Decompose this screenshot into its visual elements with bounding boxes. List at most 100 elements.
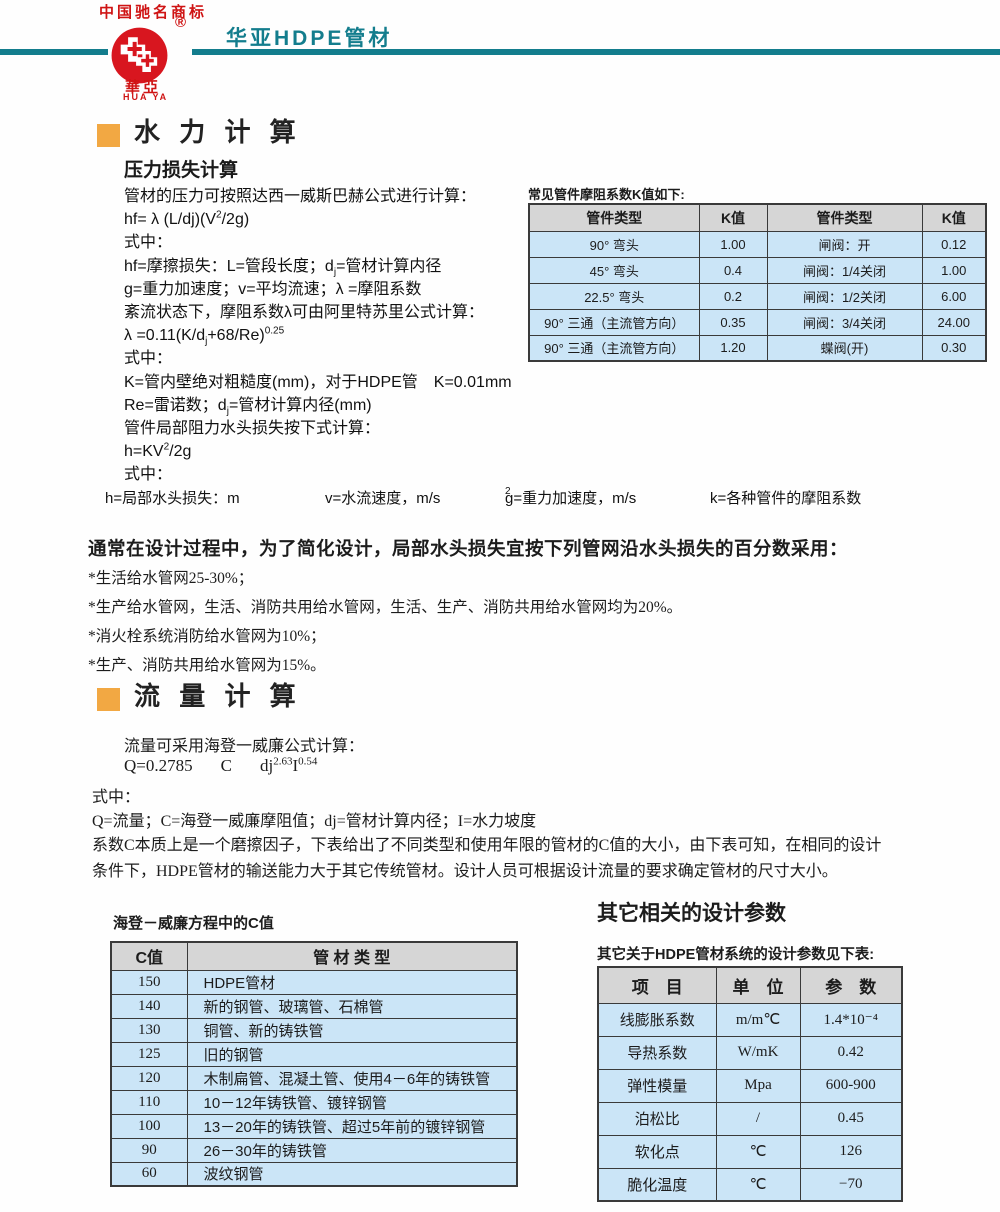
table-row: 线膨胀系数 m/m℃ 1.4*10⁻⁴ xyxy=(597,1002,903,1037)
legend-v: v=水流速度，m/s xyxy=(325,490,441,507)
table-cell: 10－12年铸铁管、镀锌钢管 xyxy=(186,1089,518,1115)
table-cell: 110 xyxy=(110,1089,188,1115)
formula-darcy: hf= λ (L/dj)(V2/2g) xyxy=(124,209,250,229)
text-line: 紊流状态下，摩阻系数λ可由阿里特苏里公式计算： xyxy=(124,304,485,322)
table-cell: 90 xyxy=(110,1137,188,1163)
table-row: 130 铜管、新的铸铁管 xyxy=(110,1017,518,1043)
text-line: 流量可采用海登一威廉公式计算： xyxy=(124,738,365,755)
table-row: 90° 弯头 1.00 闸阀：开 0.12 xyxy=(528,230,987,258)
table-cell: 泊松比 xyxy=(597,1101,717,1136)
table-cell: 闸阀：3/4关闭 xyxy=(766,308,923,336)
table-cell: 45° 弯头 xyxy=(528,256,700,284)
table-cell: 6.00 xyxy=(921,282,987,310)
table-cell: 120 xyxy=(110,1065,188,1091)
table-row: 导热系数 W/mK 0.42 xyxy=(597,1035,903,1070)
table-row: 90 26－30年的铸铁管 xyxy=(110,1137,518,1163)
section-bullet-icon xyxy=(97,124,120,147)
table-row: 60 波纹钢管 xyxy=(110,1161,518,1187)
brand-name-cn: 華亞 xyxy=(125,79,162,96)
legend-k: k=各种管件的摩阻系数 xyxy=(710,490,862,507)
variables-legend-line: h=局部水头损失：m v=水流速度，m/s g=重力加速度，m/s 2 k=各种管… xyxy=(105,486,1000,508)
page-title: 华亚HDPE管材 xyxy=(226,27,393,50)
text-line: 管件局部阻力水头损失按下式计算： xyxy=(124,420,381,438)
table-cell: 130 xyxy=(110,1017,188,1043)
table-header-row: 项 目 单 位 参 数 xyxy=(597,966,903,1004)
design-params-table: 项 目 单 位 参 数 线膨胀系数 m/m℃ 1.4*10⁻⁴ 导热系数 W/mK 0.4… xyxy=(597,966,903,1202)
table-cell: 24.00 xyxy=(921,308,987,336)
table-cell: 90° 弯头 xyxy=(528,230,700,258)
bullet-line: *生产、消防共用给水管网为15%。 xyxy=(88,657,326,674)
text-line: 式中： xyxy=(124,350,173,368)
table-cell: W/mK xyxy=(715,1035,801,1070)
table-row: 软化点 ℃ 126 xyxy=(597,1134,903,1169)
text-line: K=管内壁绝对粗糙度(mm)，对于HDPE管 K=0.01mm xyxy=(124,373,512,391)
bullet-line: *消火栓系统消防给水管网为10%； xyxy=(88,628,326,645)
header-rule-left xyxy=(0,49,108,55)
ktable-caption: 常见管件摩阻系数K值如下: xyxy=(528,187,685,202)
table-header-row: 管件类型 K值 管件类型 K值 xyxy=(528,203,987,232)
table-row: 125 旧的钢管 xyxy=(110,1041,518,1067)
table-cell: ℃ xyxy=(715,1167,801,1202)
table-cell: 26－30年的铸铁管 xyxy=(186,1137,518,1163)
formula-local-loss: h=KV2/2g xyxy=(124,441,192,461)
table-cell: 0.12 xyxy=(921,230,987,258)
column-header: 单 位 xyxy=(715,966,801,1004)
table-row: 脆化温度 ℃ −70 xyxy=(597,1167,903,1202)
brand-name-en: HUA YA xyxy=(123,92,169,102)
text-line: hf=摩擦损失：L=管段长度；dj=管材计算内径 xyxy=(124,257,442,278)
table-cell: 线膨胀系数 xyxy=(597,1002,717,1037)
text-line: Q=流量；C=海登一威廉摩阻值；dj=管材计算内径；I=水力坡度 xyxy=(92,813,537,830)
table-cell: 0.30 xyxy=(921,334,987,362)
table-cell: 0.35 xyxy=(698,308,768,336)
text-line: 管材的压力可按照达西一威斯巴赫公式进行计算： xyxy=(124,188,477,205)
table-cell: 1.4*10⁻⁴ xyxy=(799,1002,903,1037)
legend-h: h=局部水头损失：m xyxy=(105,490,240,507)
table-cell: 600-900 xyxy=(799,1068,903,1103)
trademark-label: 中国驰名商标 xyxy=(99,4,208,21)
table-cell: 0.4 xyxy=(698,256,768,284)
bullet-line: *生产给水管网，生活、消防共用给水管网，生活、生产、消防共用给水管网均为20%。 xyxy=(88,599,683,616)
section-bullet-icon xyxy=(97,688,120,711)
table-cell: 100 xyxy=(110,1113,188,1139)
column-header: 管件类型 xyxy=(528,203,700,232)
legend-g: g=重力加速度，m/s 2 xyxy=(505,486,637,508)
text-line: Re=雷诺数；dj=管材计算内径(mm) xyxy=(124,396,372,418)
table-cell: 闸阀：1/2关闭 xyxy=(766,282,923,310)
table-row: 泊松比/0.45 xyxy=(597,1101,903,1136)
table-cell: m/m℃ xyxy=(715,1002,801,1037)
table-row: 弹性模量 Mpa 600-900 xyxy=(597,1068,903,1103)
table-row: 90° 三通（主流管方向） 1.20 蝶阀(开) 0.30 xyxy=(528,334,987,362)
formula-altshul: λ =0.11(K/dj+68/Re)0.25 xyxy=(124,325,285,348)
params-section-title: 其它相关的设计参数 xyxy=(597,902,786,925)
text-line: 式中： xyxy=(124,466,173,484)
table-cell: 闸阀：1/4关闭 xyxy=(766,256,923,284)
column-header: 项 目 xyxy=(597,966,717,1004)
section-title-hydraulic: 水 力 计 算 xyxy=(134,117,302,147)
params-caption: 其它关于HDPE管材系统的设计参数见下表: xyxy=(597,947,875,963)
column-header: 管 材 类 型 xyxy=(186,941,518,971)
table-row: 150 HDPE管材 xyxy=(110,969,518,995)
table-row: 22.5° 弯头 0.2 闸阀：1/2关闭 6.00 xyxy=(528,282,987,310)
section-title-flow: 流 量 计 算 xyxy=(134,681,302,711)
table-cell: 0.42 xyxy=(799,1035,903,1070)
pressure-loss-paragraph: 管材的压力可按照达西一威斯巴赫公式进行计算： hf= λ (L/dj)(V2/2… xyxy=(124,185,512,487)
table-cell: 弹性模量 xyxy=(597,1068,717,1103)
table-cell: 闸阀：开 xyxy=(766,230,923,258)
table-cell: 125 xyxy=(110,1041,188,1067)
text-line: 系数C本质上是一个磨擦因子，下表给出了不同类型和使用年限的管材的C值的大小，由下… xyxy=(92,837,882,854)
table-row: 100 13－20年的铸铁管、超过5年前的镀锌钢管 xyxy=(110,1113,518,1139)
table-row: 120 木制扁管、混凝土管、使用4－6年的铸铁管 xyxy=(110,1065,518,1091)
table-row: 45° 弯头 0.4 闸阀：1/4关闭 1.00 xyxy=(528,256,987,284)
table-cell: 140 xyxy=(110,993,188,1019)
column-header: 参 数 xyxy=(799,966,903,1004)
column-header: K值 xyxy=(698,203,768,232)
table-row: 90° 三通（主流管方向） 0.35 闸阀：3/4关闭 24.00 xyxy=(528,308,987,336)
table-cell: 60 xyxy=(110,1161,188,1187)
table-cell: 126 xyxy=(799,1134,903,1169)
table-cell: 蝶阀(开) xyxy=(766,334,923,362)
table-cell: 13－20年的铸铁管、超过5年前的镀锌钢管 xyxy=(186,1113,518,1139)
column-header: K值 xyxy=(921,203,987,232)
table-cell: 22.5° 弯头 xyxy=(528,282,700,310)
